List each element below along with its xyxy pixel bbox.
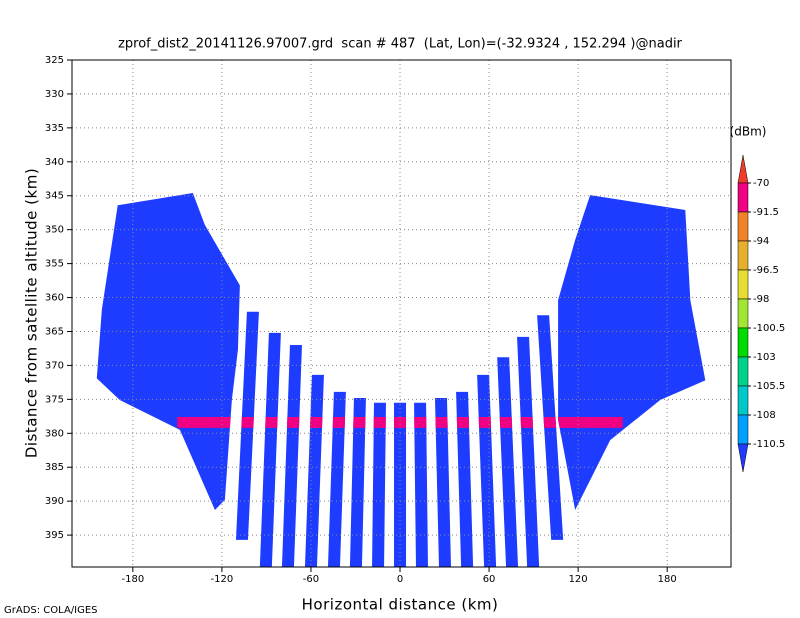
colorbar-label: -103 — [753, 352, 776, 363]
colorbar-top — [737, 154, 749, 184]
colorbar-segment — [737, 211, 749, 242]
colorbar-label: -108 — [753, 410, 776, 421]
y-tick-label: 395 — [45, 530, 64, 541]
colorbar-label: -110.5 — [753, 439, 785, 450]
y-tick-label: 365 — [45, 326, 64, 337]
beam-strip — [259, 332, 281, 567]
colorbar-label: -100.5 — [753, 323, 785, 334]
x-tick-label: 180 — [658, 574, 677, 585]
colorbar-segment — [737, 240, 749, 271]
colorbar-units: (dBm) — [730, 125, 767, 139]
colorbar-segment — [737, 298, 749, 329]
beam-strip — [281, 345, 302, 567]
beam-strip — [304, 374, 324, 567]
y-tick-label: 355 — [45, 259, 64, 270]
colorbar-bottom — [737, 443, 749, 473]
y-tick-label: 335 — [45, 123, 64, 134]
y-tick-label: 330 — [45, 89, 64, 100]
footer: GrADS: COLA/IGES — [4, 605, 98, 616]
beam-strip — [456, 391, 474, 567]
beam-strip — [517, 336, 540, 567]
y-tick-label: 350 — [45, 225, 64, 236]
colorbar-label: -91.5 — [753, 207, 779, 218]
side-swath — [558, 195, 706, 510]
y-tick-label: 385 — [45, 462, 64, 473]
beam-strip — [349, 398, 366, 567]
x-tick-label: -180 — [122, 574, 145, 585]
colorbar-segment — [737, 385, 749, 416]
x-axis-label: Horizontal distance (km) — [302, 596, 499, 614]
beam-strip — [327, 391, 346, 567]
y-tick-label: 345 — [45, 191, 64, 202]
beam-strip — [434, 398, 451, 567]
y-tick-label: 340 — [45, 157, 64, 168]
colorbar-label: -98 — [753, 294, 769, 305]
y-tick-label: 380 — [45, 428, 64, 439]
y-tick-label: 375 — [45, 394, 64, 405]
x-tick-label: 0 — [397, 574, 403, 585]
surface-echo — [177, 417, 623, 428]
y-tick-label: 390 — [45, 496, 64, 507]
colorbar-label: -96.5 — [753, 265, 779, 276]
colorbar-segment — [737, 269, 749, 300]
colorbar-segment — [737, 356, 749, 387]
colorbar-label: -105.5 — [753, 381, 785, 392]
y-tick-label: 325 — [45, 55, 64, 66]
colorbar-label: -70 — [753, 178, 769, 189]
plot-frame — [71, 59, 732, 568]
y-tick-label: 360 — [45, 293, 64, 304]
x-tick-label: 60 — [483, 574, 496, 585]
colorbar-label: -94 — [753, 236, 769, 247]
x-tick-label: -60 — [303, 574, 319, 585]
y-tick-label: 370 — [45, 360, 64, 371]
beam-strip — [372, 402, 386, 567]
y-axis-label: Distance from satellite altitude (km) — [23, 168, 41, 458]
beam-strip — [477, 374, 497, 567]
colorbar-segment — [737, 414, 749, 445]
x-tick-label: -120 — [211, 574, 234, 585]
colorbar-segment — [737, 182, 749, 213]
side-swath — [96, 193, 240, 510]
beam-strip — [497, 357, 519, 567]
x-tick-label: 120 — [569, 574, 588, 585]
chart-title: zprof_dist2_20141126.97007.grd scan # 48… — [118, 37, 682, 52]
beam-strip — [414, 402, 428, 567]
colorbar-segment — [737, 327, 749, 358]
